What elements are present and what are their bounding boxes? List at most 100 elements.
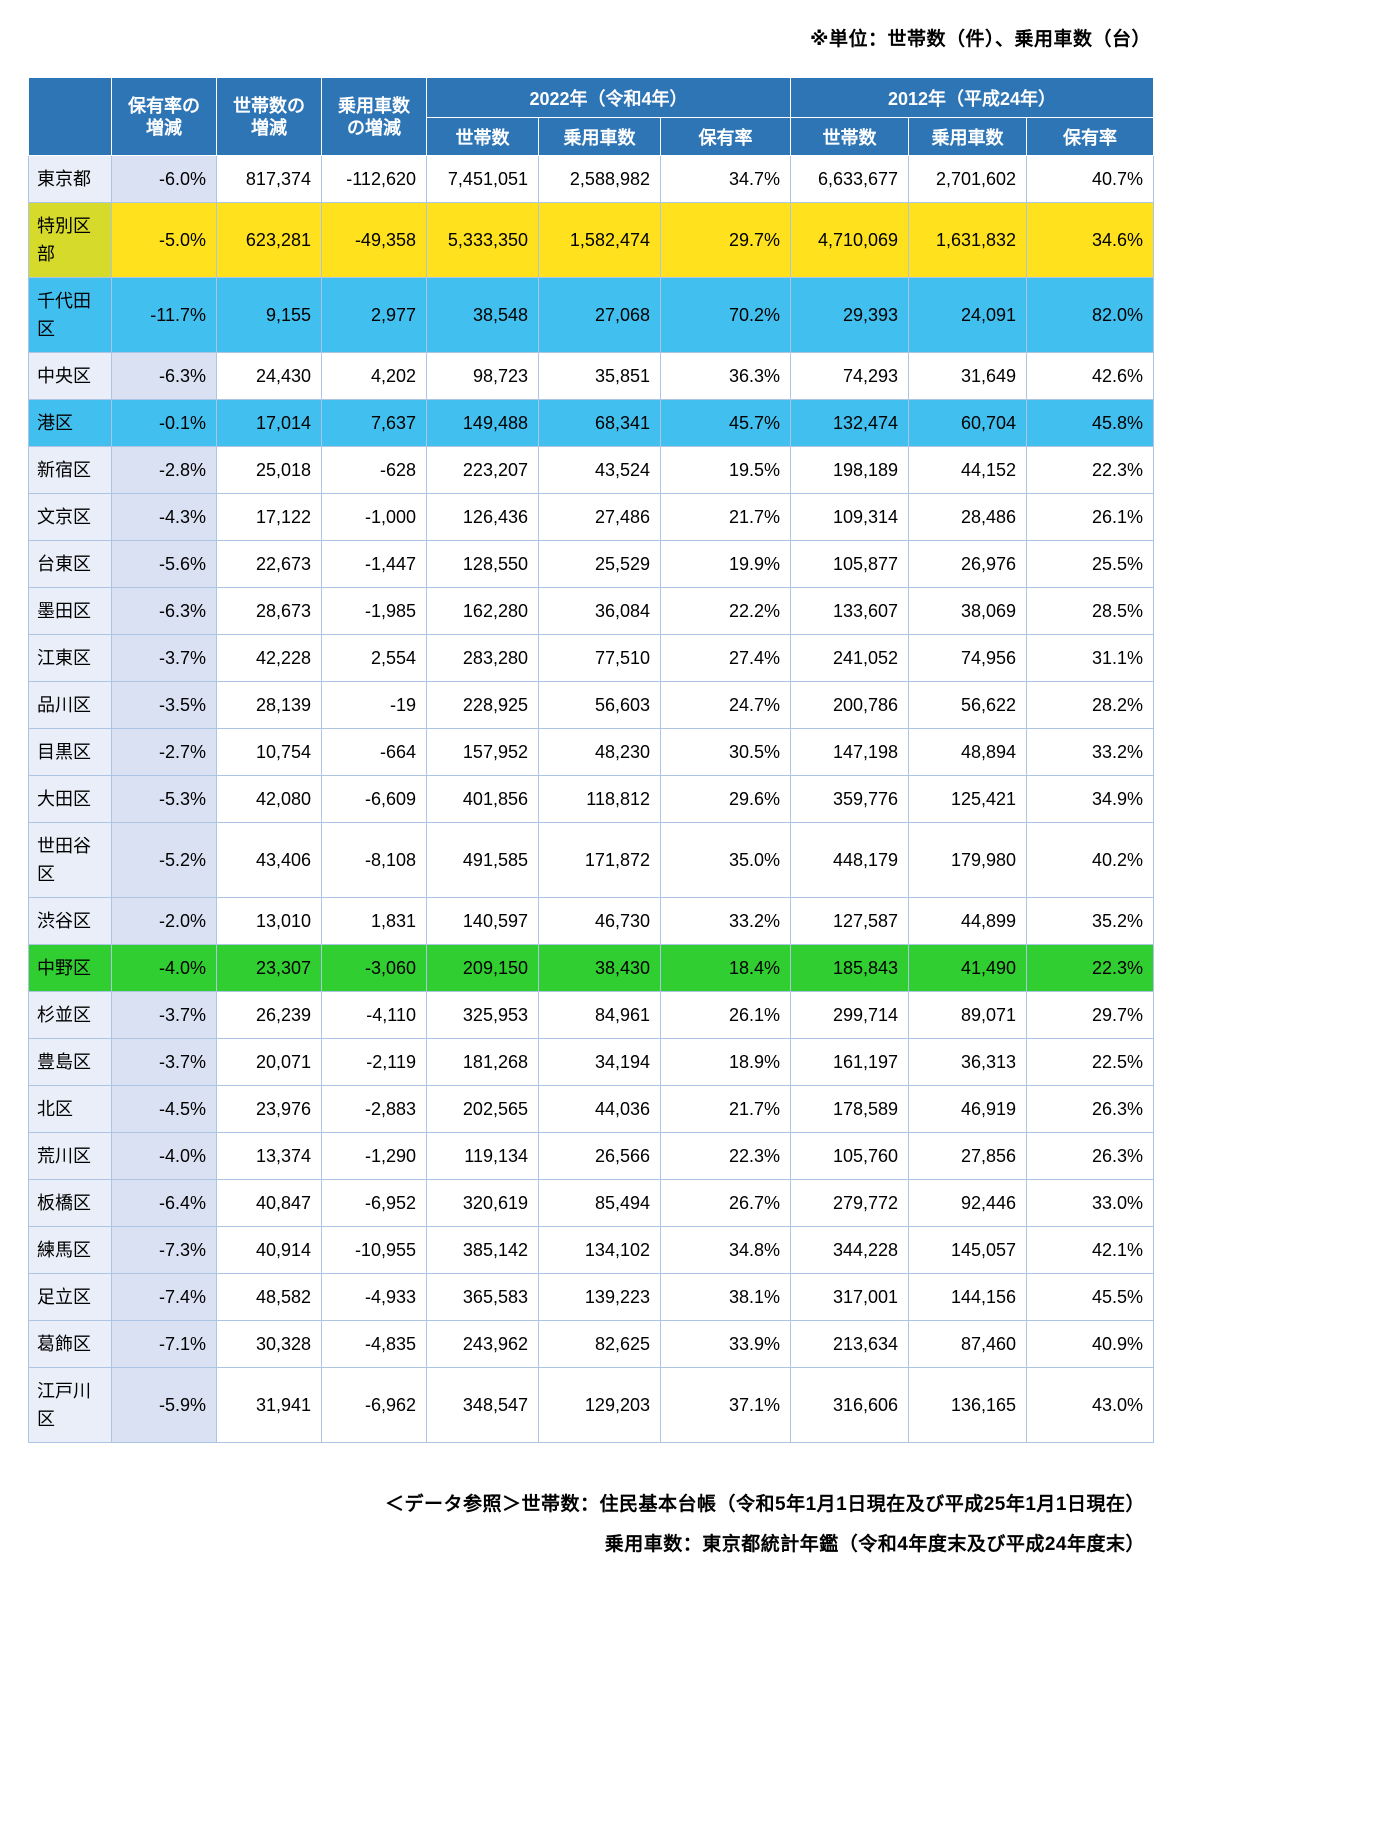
value-cell: 34.9%	[1026, 775, 1155, 823]
value-cell: 28,139	[216, 681, 322, 729]
value-cell: 82,625	[538, 1320, 661, 1368]
value-cell: 127,587	[790, 897, 910, 945]
header-row-1: 保有率の 増減 世帯数の 増減 乗用車数 の増減 2022年（令和4年） 201…	[28, 77, 1155, 156]
value-cell: 34,194	[538, 1038, 661, 1086]
footer-note: ＜データ参照＞世帯数：住民基本台帳（令和5年1月1日現在及び平成25年1月1日現…	[28, 1485, 1153, 1565]
value-cell: 209,150	[426, 944, 539, 992]
district-name: 渋谷区	[28, 897, 112, 945]
value-cell: -112,620	[321, 155, 427, 203]
table-row: 葛飾区 -7.1% 30,328 -4,835 243,962 82,625 33.9% 21…	[28, 1320, 1155, 1368]
value-cell: 38.1%	[659, 1273, 792, 1321]
header-2012-cars: 乗用車数	[908, 117, 1028, 156]
value-cell: 28.2%	[1026, 681, 1155, 729]
header-households-change: 世帯数の 増減	[216, 77, 322, 156]
value-cell: 37.1%	[659, 1367, 792, 1443]
value-cell: 38,548	[426, 277, 539, 353]
value-cell: 22.3%	[1026, 944, 1155, 992]
value-cell: -2,119	[321, 1038, 427, 1086]
value-cell: 43,406	[216, 822, 322, 898]
value-cell: 48,230	[538, 728, 661, 776]
district-name: 豊島区	[28, 1038, 112, 1086]
value-cell: 26,566	[538, 1132, 661, 1180]
value-cell: 13,010	[216, 897, 322, 945]
value-cell: 40.2%	[1026, 822, 1155, 898]
table-row: 墨田区 -6.3% 28,673 -1,985 162,280 36,084 22.2% 13…	[28, 587, 1155, 635]
value-cell: 35.2%	[1026, 897, 1155, 945]
value-cell: -664	[321, 728, 427, 776]
value-cell: -5.9%	[111, 1367, 217, 1443]
value-cell: 623,281	[216, 202, 322, 278]
value-cell: 17,122	[216, 493, 322, 541]
value-cell: 129,203	[538, 1367, 661, 1443]
district-name: 荒川区	[28, 1132, 112, 1180]
value-cell: 21.7%	[659, 493, 792, 541]
value-cell: 4,202	[321, 352, 427, 400]
value-cell: 26.3%	[1026, 1132, 1155, 1180]
header-rate-change: 保有率の 増減	[111, 77, 217, 156]
value-cell: 128,550	[426, 540, 539, 588]
value-cell: 31,941	[216, 1367, 322, 1443]
value-cell: 31,649	[908, 352, 1028, 400]
value-cell: 34.6%	[1026, 202, 1155, 278]
value-cell: 10,754	[216, 728, 322, 776]
page: ※単位：世帯数（件）、乗用車数（台） 保有率の 増減 世帯数の 増減 乗用車数 …	[28, 29, 1155, 1565]
district-name: 特別区部	[28, 202, 112, 278]
value-cell: 23,307	[216, 944, 322, 992]
value-cell: 385,142	[426, 1226, 539, 1274]
value-cell: 45.7%	[659, 399, 792, 447]
value-cell: 74,293	[790, 352, 910, 400]
value-cell: 365,583	[426, 1273, 539, 1321]
value-cell: 20,071	[216, 1038, 322, 1086]
value-cell: -6,609	[321, 775, 427, 823]
value-cell: 105,760	[790, 1132, 910, 1180]
value-cell: 85,494	[538, 1179, 661, 1227]
value-cell: 2,588,982	[538, 155, 661, 203]
value-cell: 29.7%	[659, 202, 792, 278]
value-cell: 84,961	[538, 991, 661, 1039]
table-row: 港区 -0.1% 17,014 7,637 149,488 68,341 45.7% 132,…	[28, 399, 1155, 447]
value-cell: 34.8%	[659, 1226, 792, 1274]
value-cell: -5.2%	[111, 822, 217, 898]
value-cell: -10,955	[321, 1226, 427, 1274]
value-cell: -7.1%	[111, 1320, 217, 1368]
district-name: 文京区	[28, 493, 112, 541]
value-cell: 46,919	[908, 1085, 1028, 1133]
value-cell: 139,223	[538, 1273, 661, 1321]
table-row: 東京都 -6.0% 817,374 -112,620 7,451,051 2,588,98…	[28, 155, 1155, 203]
value-cell: 87,460	[908, 1320, 1028, 1368]
value-cell: 28.5%	[1026, 587, 1155, 635]
value-cell: 344,228	[790, 1226, 910, 1274]
value-cell: 31.1%	[1026, 634, 1155, 682]
value-cell: 9,155	[216, 277, 322, 353]
district-name: 品川区	[28, 681, 112, 729]
district-name: 杉並区	[28, 991, 112, 1039]
value-cell: -4,110	[321, 991, 427, 1039]
value-cell: 44,899	[908, 897, 1028, 945]
household-car-ownership-table: 保有率の 増減 世帯数の 増減 乗用車数 の増減 2022年（令和4年） 201…	[28, 77, 1155, 1443]
value-cell: 22.5%	[1026, 1038, 1155, 1086]
district-name: 墨田区	[28, 587, 112, 635]
value-cell: -6.3%	[111, 587, 217, 635]
value-cell: 2,701,602	[908, 155, 1028, 203]
value-cell: 105,877	[790, 540, 910, 588]
value-cell: 40.7%	[1026, 155, 1155, 203]
value-cell: 171,872	[538, 822, 661, 898]
value-cell: 33.2%	[659, 897, 792, 945]
value-cell: 70.2%	[659, 277, 792, 353]
value-cell: 23,976	[216, 1085, 322, 1133]
value-cell: -628	[321, 446, 427, 494]
district-name: 世田谷区	[28, 822, 112, 898]
corner-cell	[28, 77, 112, 156]
value-cell: -5.3%	[111, 775, 217, 823]
header-cars-change: 乗用車数 の増減	[321, 77, 427, 156]
value-cell: -4,933	[321, 1273, 427, 1321]
table-row: 台東区 -5.6% 22,673 -1,447 128,550 25,529 19.9% 10…	[28, 540, 1155, 588]
value-cell: -3.7%	[111, 1038, 217, 1086]
value-cell: -1,985	[321, 587, 427, 635]
district-name: 北区	[28, 1085, 112, 1133]
value-cell: -4.0%	[111, 944, 217, 992]
value-cell: 36.3%	[659, 352, 792, 400]
value-cell: 60,704	[908, 399, 1028, 447]
value-cell: 157,952	[426, 728, 539, 776]
value-cell: 817,374	[216, 155, 322, 203]
